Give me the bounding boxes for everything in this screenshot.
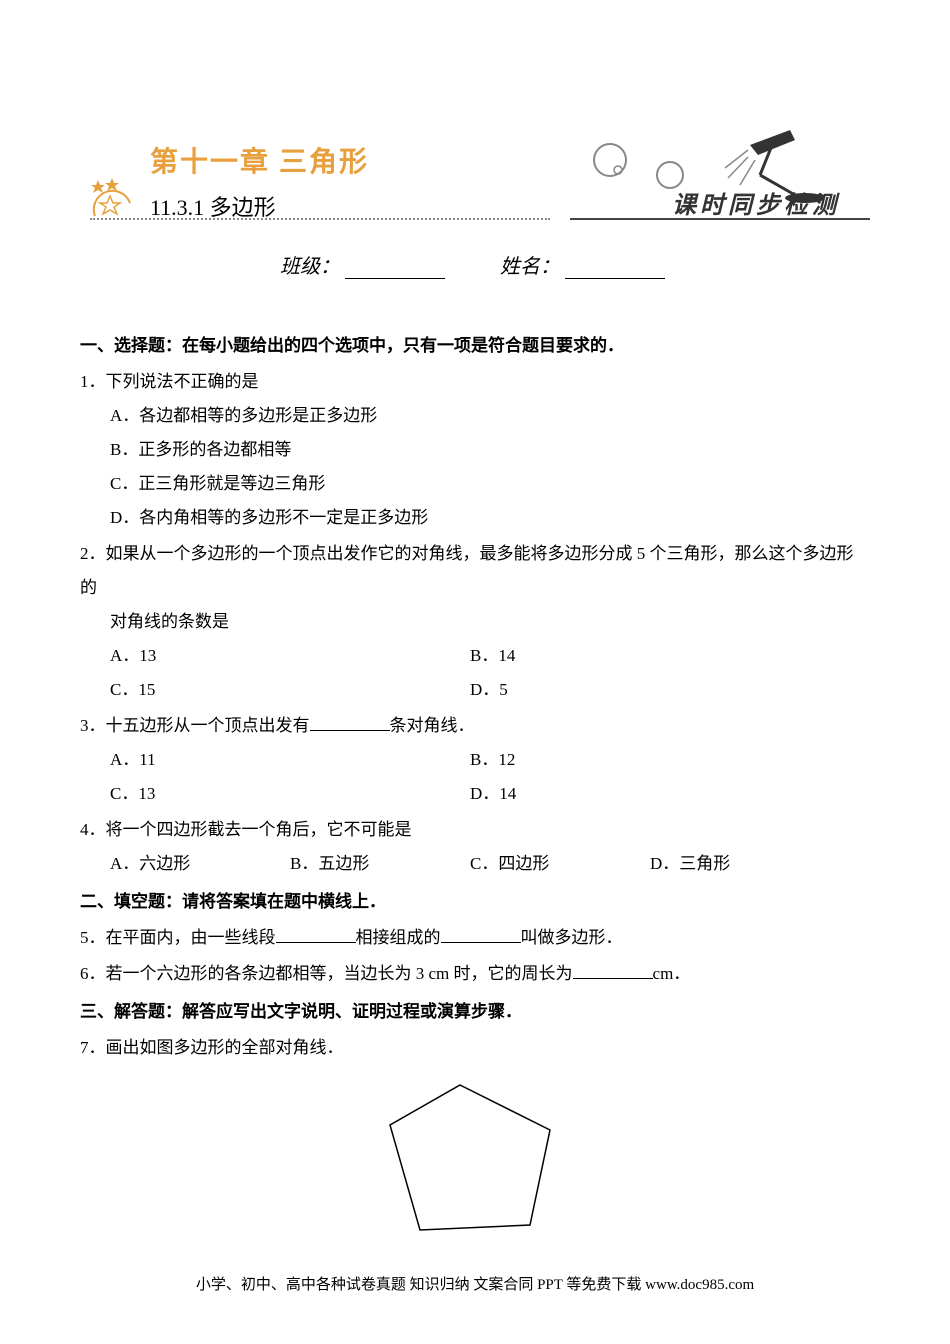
question-4: 4．将一个四边形截去一个角后，它不可能是 A．六边形 B．五边形 C．四边形 D… [80,813,870,881]
q5-blank1[interactable] [276,928,356,943]
q3-stem-pre: 3．十五边形从一个顶点出发有 [80,716,310,735]
question-7: 7．画出如图多边形的全部对角线． [80,1031,870,1065]
q2-stem2: 对角线的条数是 [110,605,870,639]
header-underline [90,218,550,220]
q1-opt-a: A．各边都相等的多边形是正多边形 [110,399,870,433]
class-blank[interactable] [345,278,445,279]
q1-opt-b: B．正多形的各边都相等 [110,433,870,467]
q1-opt-d: D．各内角相等的多边形不一定是正多边形 [110,501,870,535]
q3-stem-post: 条对角线． [390,716,475,735]
class-name-row: 班级： 姓名： [0,250,950,279]
q2-opt-d: D．5 [470,673,830,707]
q2-opt-c: C．15 [110,673,470,707]
q4-stem: 4．将一个四边形截去一个角后，它不可能是 [80,813,870,847]
question-3: 3．十五边形从一个顶点出发有 条对角线． A．11 B．12 C．13 D．14 [80,709,870,811]
q4-opt-a: A．六边形 [110,847,290,881]
pentagon-figure [80,1075,870,1257]
q1-stem: 1．下列说法不正确的是 [80,365,870,399]
question-1: 1．下列说法不正确的是 A．各边都相等的多边形是正多边形 B．正多形的各边都相等… [80,365,870,535]
question-2: 2．如果从一个多边形的一个顶点出发作它的对角线，最多能将多边形分成 5 个三角形… [80,537,870,707]
desk-line [570,218,870,220]
content-region: 一、选择题：在每小题给出的四个选项中，只有一项是符合题目要求的． 1．下列说法不… [80,329,870,1257]
q5-post: 叫做多边形． [521,928,623,947]
page-footer: 小学、初中、高中各种试卷真题 知识归纳 文案合同 PPT 等免费下载 www.d… [0,1273,950,1294]
question-6: 6．若一个六边形的各条边都相等，当边长为 3 cm 时，它的周长为 cm． [80,957,870,991]
sync-test-label: 课时同步检测 [672,185,840,220]
chapter-title: 第十一章 三角形 [150,140,369,180]
q6-pre: 6．若一个六边形的各条边都相等，当边长为 3 cm 时，它的周长为 [80,964,573,983]
q2-opt-b: B．14 [470,639,830,673]
name-blank[interactable] [565,278,665,279]
q3-opt-b: B．12 [470,743,830,777]
q5-mid: 相接组成的 [356,928,441,947]
q3-stem: 3．十五边形从一个顶点出发有 条对角线． [80,709,870,743]
q3-opt-a: A．11 [110,743,470,777]
q4-opt-d: D．三角形 [650,847,830,881]
q5-blank2[interactable] [441,928,521,943]
star-badge [90,178,140,218]
section1-header: 一、选择题：在每小题给出的四个选项中，只有一项是符合题目要求的． [80,329,870,363]
section2-header: 二、填空题：请将答案填在题中横线上． [80,885,870,919]
q5-pre: 5．在平面内，由一些线段 [80,928,276,947]
q2-stem: 2．如果从一个多边形的一个顶点出发作它的对角线，最多能将多边形分成 5 个三角形… [80,537,870,605]
q6-post: cm． [653,964,691,983]
pentagon-shape [390,1085,550,1230]
question-5: 5．在平面内，由一些线段 相接组成的 叫做多边形． [80,921,870,955]
q1-opt-c: C．正三角形就是等边三角形 [110,467,870,501]
q3-opt-c: C．13 [110,777,470,811]
q3-blank[interactable] [310,716,390,731]
q3-opt-d: D．14 [470,777,830,811]
q6-blank[interactable] [573,964,653,979]
header-region: 第十一章 三角形 11.3.1 多边形 课时同步检测 [0,0,950,220]
class-label: 班级： [280,256,340,278]
q4-opt-b: B．五边形 [290,847,470,881]
q4-opt-c: C．四边形 [470,847,650,881]
section3-header: 三、解答题：解答应写出文字说明、证明过程或演算步骤． [80,995,870,1029]
q2-opt-a: A．13 [110,639,470,673]
name-label: 姓名： [500,256,560,278]
